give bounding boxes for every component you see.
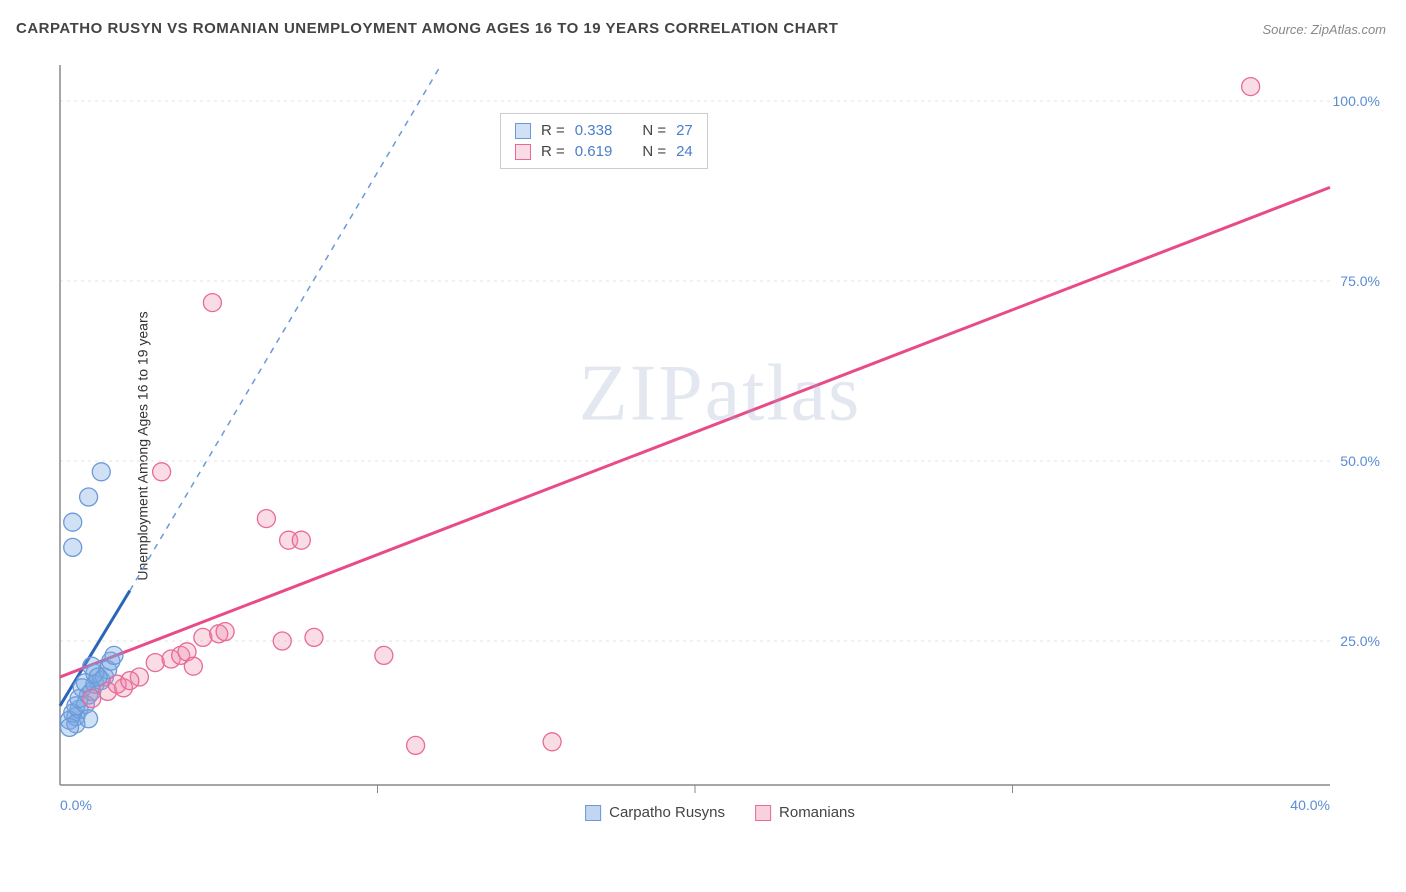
svg-text:40.0%: 40.0% xyxy=(1290,797,1330,813)
stats-r-value: 0.338 xyxy=(575,122,613,139)
stats-row: R = 0.338 N = 27 xyxy=(515,120,693,141)
scatter-plot: 25.0% 50.0% 75.0% 100.0% 0.0% 40.0% xyxy=(50,55,1390,825)
legend-item: Carpatho Rusyns xyxy=(585,804,725,821)
legend: Carpatho Rusyns Romanians xyxy=(585,804,855,821)
legend-label: Romanians xyxy=(779,804,855,821)
stats-r-label: R = xyxy=(541,143,565,160)
stats-n-label: N = xyxy=(642,143,666,160)
stats-n-label: N = xyxy=(642,122,666,139)
svg-text:75.0%: 75.0% xyxy=(1340,273,1380,289)
svg-text:0.0%: 0.0% xyxy=(60,797,92,813)
chart-area: 25.0%50.0%75.0%100.0%0.0%40.0% ZIPatlas … xyxy=(50,55,1390,825)
stats-swatch xyxy=(515,144,531,160)
stats-swatch xyxy=(515,123,531,139)
legend-swatch xyxy=(585,805,601,821)
stats-r-value: 0.619 xyxy=(575,143,613,160)
stats-box: R = 0.338 N = 27 R = 0.619 N = 24 xyxy=(500,113,708,169)
legend-swatch xyxy=(755,805,771,821)
chart-title: CARPATHO RUSYN VS ROMANIAN UNEMPLOYMENT … xyxy=(16,20,838,37)
svg-text:50.0%: 50.0% xyxy=(1340,453,1380,469)
svg-text:100.0%: 100.0% xyxy=(1333,93,1380,109)
source-label: Source: ZipAtlas.com xyxy=(1262,22,1386,37)
stats-n-value: 27 xyxy=(676,122,693,139)
svg-text:25.0%: 25.0% xyxy=(1340,633,1380,649)
stats-row: R = 0.619 N = 24 xyxy=(515,141,693,162)
stats-r-label: R = xyxy=(541,122,565,139)
legend-label: Carpatho Rusyns xyxy=(609,804,725,821)
stats-n-value: 24 xyxy=(676,143,693,160)
legend-item: Romanians xyxy=(755,804,855,821)
